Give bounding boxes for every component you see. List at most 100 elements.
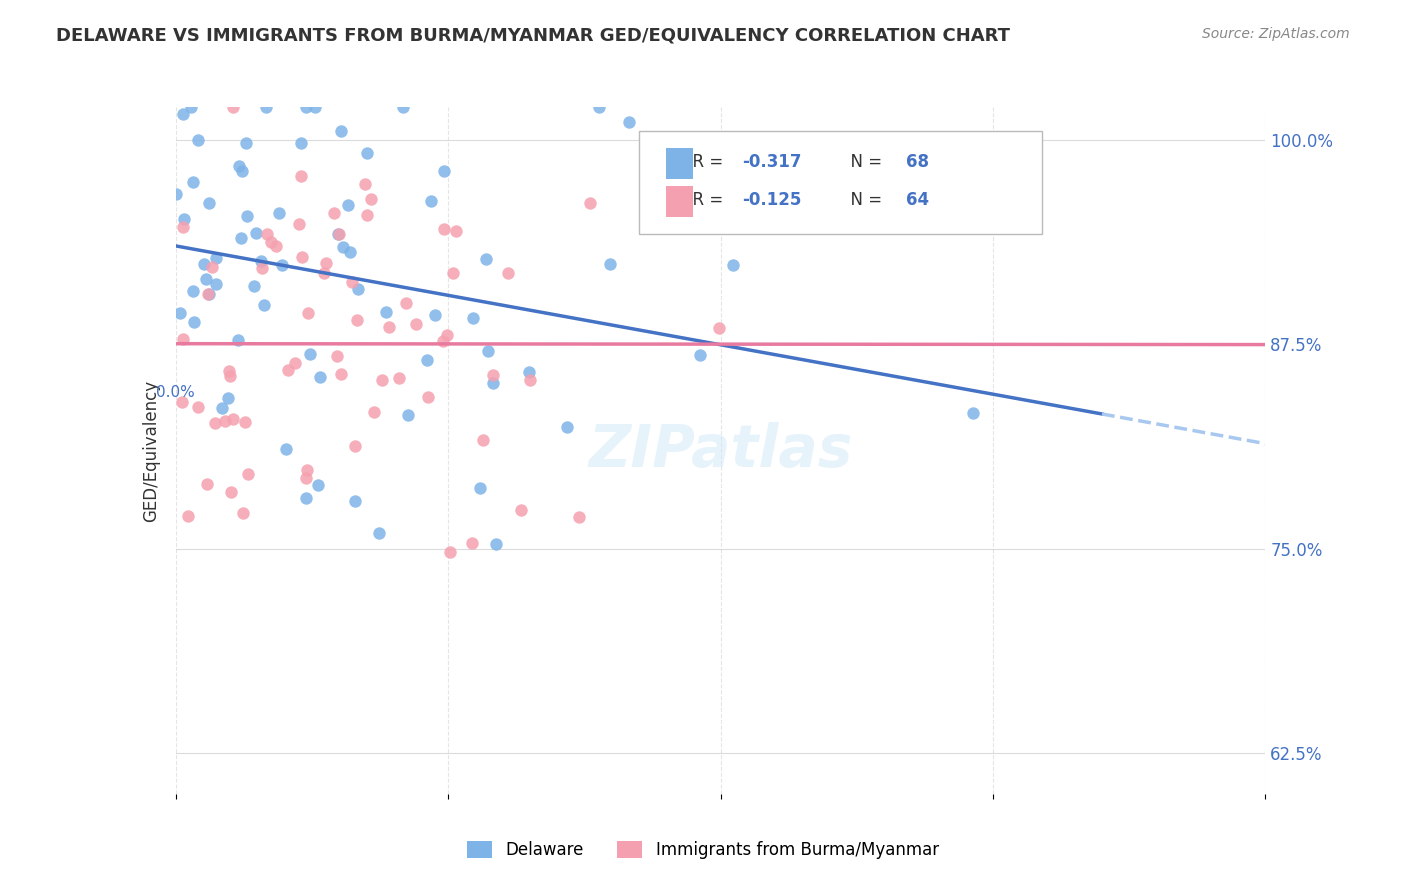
Text: R =: R = — [682, 153, 728, 171]
Point — [439, 545, 461, 559]
Point — [249, 254, 271, 268]
Text: -0.125: -0.125 — [742, 191, 801, 209]
Point — [235, 136, 257, 150]
Point — [269, 205, 291, 219]
Point — [222, 100, 245, 114]
Point — [288, 217, 311, 231]
Point — [343, 493, 366, 508]
Point — [326, 227, 349, 241]
Legend: Delaware, Immigrants from Burma/Myanmar: Delaware, Immigrants from Burma/Myanmar — [461, 834, 945, 866]
Point — [588, 100, 610, 114]
Point — [721, 258, 744, 272]
Point — [197, 287, 219, 301]
Point — [173, 212, 195, 227]
Point — [323, 206, 346, 220]
Point — [432, 334, 454, 348]
Point — [363, 405, 385, 419]
Point — [405, 317, 427, 331]
Point — [253, 298, 276, 312]
Point — [388, 371, 411, 385]
FancyBboxPatch shape — [666, 186, 693, 217]
Point — [172, 332, 194, 346]
Point — [328, 227, 350, 241]
Point — [270, 258, 292, 272]
Point — [307, 477, 329, 491]
Point — [461, 310, 484, 325]
Point — [235, 415, 257, 429]
Point — [599, 258, 621, 272]
Point — [172, 395, 194, 409]
Point — [284, 356, 307, 370]
Text: DELAWARE VS IMMIGRANTS FROM BURMA/MYANMAR GED/EQUIVALENCY CORRELATION CHART: DELAWARE VS IMMIGRANTS FROM BURMA/MYANMA… — [56, 27, 1011, 45]
Text: 0.0%: 0.0% — [156, 385, 195, 401]
Point — [205, 277, 228, 291]
Point — [228, 334, 250, 348]
Point — [482, 368, 505, 382]
Point — [555, 420, 578, 434]
Point — [204, 417, 226, 431]
Point — [689, 348, 711, 362]
Point — [231, 163, 253, 178]
Point — [172, 107, 194, 121]
Point — [468, 481, 491, 495]
Point — [290, 169, 312, 183]
Point — [315, 256, 337, 270]
Point — [368, 526, 391, 541]
Point — [477, 343, 499, 358]
Point — [276, 442, 298, 456]
Point — [198, 195, 221, 210]
Point — [419, 194, 441, 208]
Point — [378, 319, 401, 334]
Point — [238, 467, 260, 482]
Point — [433, 222, 456, 236]
Point — [243, 279, 266, 293]
Point — [195, 476, 218, 491]
Point — [219, 369, 242, 384]
Point — [485, 537, 508, 551]
Point — [200, 260, 222, 274]
Point — [578, 196, 600, 211]
Point — [177, 508, 200, 523]
Point — [229, 231, 252, 245]
Point — [371, 373, 394, 387]
Point — [245, 226, 267, 240]
Point — [444, 224, 467, 238]
Point — [295, 100, 318, 114]
Point — [396, 408, 419, 422]
Point — [395, 295, 418, 310]
Point — [298, 347, 321, 361]
Point — [221, 485, 243, 500]
Point — [330, 124, 353, 138]
Point — [347, 282, 370, 296]
Point — [193, 257, 215, 271]
Point — [517, 365, 540, 379]
Point — [187, 400, 209, 414]
Point — [183, 314, 205, 328]
Point — [180, 100, 202, 114]
Point — [418, 390, 440, 404]
Point — [425, 308, 447, 322]
Point — [181, 285, 204, 299]
Point — [619, 114, 641, 128]
Point — [205, 252, 228, 266]
Point — [250, 261, 273, 276]
FancyBboxPatch shape — [638, 131, 1042, 234]
Point — [312, 266, 335, 280]
Point — [346, 312, 368, 326]
Point — [356, 146, 378, 161]
Point — [374, 305, 396, 319]
Text: 68: 68 — [905, 153, 929, 171]
Point — [290, 136, 312, 150]
Point — [519, 373, 541, 387]
Point — [482, 376, 505, 390]
Point — [214, 414, 236, 428]
Point — [339, 245, 361, 260]
Point — [172, 219, 194, 234]
Point — [236, 209, 259, 223]
Text: -0.317: -0.317 — [742, 153, 801, 171]
Point — [187, 133, 209, 147]
Point — [221, 412, 243, 426]
Point — [169, 306, 191, 320]
Point — [166, 187, 188, 202]
Point — [260, 235, 283, 249]
